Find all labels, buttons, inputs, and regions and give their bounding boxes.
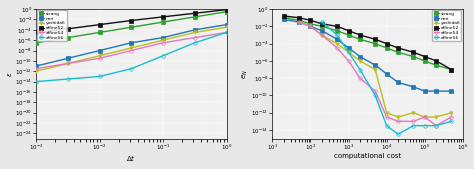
Y-axis label: $e_N$: $e_N$ bbox=[241, 69, 250, 79]
Legend: strang, neri, yoshida6, affine52, affine54, affine56: strang, neri, yoshida6, affine52, affine… bbox=[37, 10, 66, 41]
Y-axis label: $\varepsilon$: $\varepsilon$ bbox=[6, 71, 14, 77]
X-axis label: computational cost: computational cost bbox=[334, 153, 401, 159]
Legend: strang, neri, yoshida6, affine52, affine54, affine56: strang, neri, yoshida6, affine52, affine… bbox=[432, 10, 462, 41]
X-axis label: $\Delta t$: $\Delta t$ bbox=[127, 153, 136, 163]
